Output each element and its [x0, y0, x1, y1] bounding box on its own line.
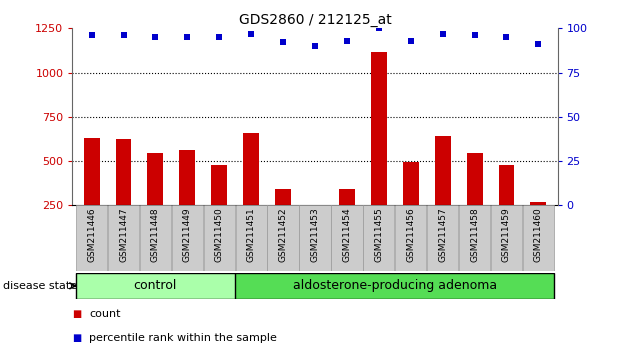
Bar	[268, 205, 299, 271]
Text: GSM211456: GSM211456	[406, 207, 415, 262]
Bar	[172, 205, 203, 271]
Text: GSM211457: GSM211457	[438, 207, 447, 262]
Bar	[427, 205, 458, 271]
Text: GSM211454: GSM211454	[343, 207, 352, 262]
Text: GSM211447: GSM211447	[119, 207, 128, 262]
Bar	[435, 136, 450, 250]
Text: GSM211453: GSM211453	[311, 207, 319, 262]
Point	[118, 33, 129, 38]
Title: GDS2860 / 212125_at: GDS2860 / 212125_at	[239, 13, 391, 27]
Bar	[299, 205, 331, 271]
Bar	[459, 205, 490, 271]
Bar	[491, 205, 522, 271]
Bar	[115, 139, 132, 250]
Bar	[403, 162, 419, 250]
Bar	[523, 205, 554, 271]
Bar	[371, 52, 387, 250]
Text: GSM211450: GSM211450	[215, 207, 224, 262]
Text: ■: ■	[72, 333, 82, 343]
Text: GSM211449: GSM211449	[183, 207, 192, 262]
Bar	[498, 165, 515, 250]
Point	[501, 34, 512, 40]
Text: percentile rank within the sample: percentile rank within the sample	[89, 333, 277, 343]
Bar	[467, 153, 483, 250]
Bar	[331, 205, 362, 271]
Text: GSM211446: GSM211446	[87, 207, 96, 262]
Bar	[76, 273, 235, 299]
Text: GSM211459: GSM211459	[502, 207, 511, 262]
Bar	[108, 205, 139, 271]
Text: GSM211448: GSM211448	[151, 207, 160, 262]
Bar	[243, 133, 259, 250]
Point	[469, 33, 479, 38]
Bar	[211, 165, 227, 250]
Bar	[235, 273, 554, 299]
Text: GSM211451: GSM211451	[247, 207, 256, 262]
Point	[86, 33, 96, 38]
Bar	[84, 138, 100, 250]
Text: aldosterone-producing adenoma: aldosterone-producing adenoma	[293, 279, 497, 292]
Point	[406, 38, 416, 44]
Bar	[236, 205, 267, 271]
Bar	[76, 205, 107, 271]
Point	[310, 43, 320, 49]
Text: GSM211458: GSM211458	[470, 207, 479, 262]
Text: GSM211452: GSM211452	[278, 207, 287, 262]
Bar	[339, 189, 355, 250]
Point	[438, 31, 448, 36]
Bar	[363, 205, 394, 271]
Point	[278, 40, 288, 45]
Text: GSM211455: GSM211455	[374, 207, 383, 262]
Bar	[180, 150, 195, 250]
Text: ■: ■	[72, 309, 82, 319]
Text: GSM211460: GSM211460	[534, 207, 543, 262]
Bar	[203, 205, 235, 271]
Bar	[395, 205, 427, 271]
Text: disease state: disease state	[3, 281, 77, 291]
Bar	[307, 206, 323, 250]
Bar	[530, 202, 546, 250]
Point	[151, 34, 161, 40]
Point	[374, 25, 384, 31]
Point	[342, 38, 352, 44]
Bar	[275, 189, 291, 250]
Bar	[147, 153, 163, 250]
Bar	[140, 205, 171, 271]
Point	[214, 34, 224, 40]
Text: control: control	[134, 279, 177, 292]
Point	[182, 34, 192, 40]
Point	[246, 31, 256, 36]
Point	[534, 41, 544, 47]
Text: count: count	[89, 309, 121, 319]
